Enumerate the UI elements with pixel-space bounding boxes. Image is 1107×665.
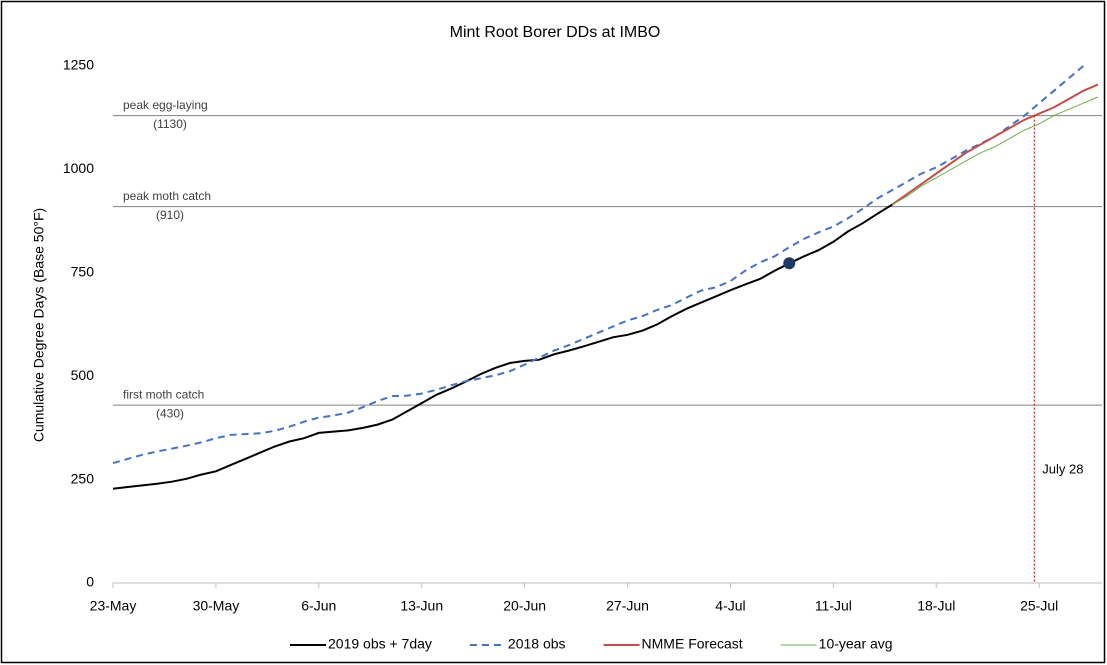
x-tick-label: 20-Jun — [503, 598, 546, 614]
threshold-label: peak egg-laying — [123, 98, 208, 112]
threshold-label: first moth catch — [123, 387, 204, 401]
legend-label: 2018 obs — [508, 636, 566, 652]
x-tick-label: 6-Jun — [301, 598, 336, 614]
series-line — [891, 83, 1099, 206]
series-line — [891, 96, 1099, 206]
y-tick-label: 250 — [71, 470, 95, 486]
series-line — [112, 203, 893, 490]
x-tick-label: 11-Jul — [815, 598, 852, 614]
y-tick-label: 1000 — [63, 160, 94, 176]
y-axis-label: Cumulative Degree Days (Base 50°F) — [31, 208, 47, 442]
legend-label: 2019 obs + 7day — [328, 636, 432, 652]
legend-label: 10-year avg — [819, 636, 893, 652]
x-tick-label: 30-May — [193, 598, 240, 614]
x-tick-label: 13-Jun — [400, 598, 443, 614]
series-line — [112, 65, 1084, 465]
y-tick-label: 0 — [86, 574, 94, 590]
date-marker-label: July 28 — [1042, 461, 1083, 476]
chart-title: Mint Root Borer DDs at IMBO — [450, 24, 661, 41]
x-tick-label: 23-May — [90, 598, 137, 614]
y-tick-label: 500 — [71, 367, 95, 383]
threshold-value: (430) — [156, 406, 184, 420]
y-tick-label: 1250 — [63, 57, 94, 73]
x-tick-label: 27-Jun — [606, 598, 649, 614]
x-tick-label: 25-Jul — [1020, 598, 1058, 614]
legend-label: NMME Forecast — [642, 636, 743, 652]
x-tick-label: 4-Jul — [715, 598, 745, 614]
threshold-label: peak moth catch — [123, 189, 211, 203]
point-marker — [783, 257, 796, 270]
x-tick-label: 18-Jul — [917, 598, 955, 614]
threshold-value: (910) — [156, 208, 184, 222]
y-tick-label: 750 — [71, 264, 95, 280]
threshold-value: (1130) — [153, 117, 187, 131]
